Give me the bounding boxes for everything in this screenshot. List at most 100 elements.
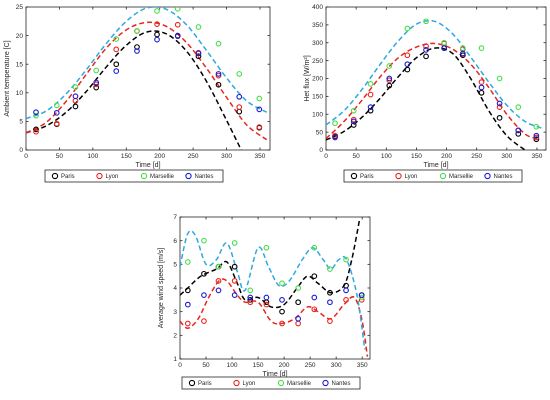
data-point-marsellie — [423, 18, 429, 25]
x-tick-label: 150 — [411, 153, 422, 160]
data-point-lyon — [231, 278, 238, 284]
y-tick-label: 5 — [173, 262, 177, 269]
data-point-marsellie — [367, 81, 374, 87]
x-tick-label: 300 — [331, 362, 342, 369]
data-point-marsellie — [154, 8, 160, 14]
data-point-paris — [201, 270, 207, 277]
data-point-lyon — [113, 46, 120, 53]
data-point-nantes — [174, 32, 181, 39]
y-tick-label: 7 — [173, 214, 177, 221]
x-axis-title: Time [d] — [135, 162, 160, 169]
data-point-nantes — [332, 134, 338, 141]
chart-panel-2: 0 50 100 150 200 250 300 350 0 50 100 150 200 250 300 3… — [304, 4, 547, 183]
data-point-marsellie — [515, 104, 522, 110]
x-tick-label: 100 — [87, 153, 98, 160]
data-point-marsellie — [72, 84, 79, 90]
data-point-paris — [215, 81, 222, 88]
data-point-nantes — [236, 93, 243, 100]
x-tick-label: 350 — [255, 153, 266, 160]
legend-label: Lyon — [106, 174, 119, 180]
y-tick-label: 6 — [173, 238, 177, 245]
data-point-marsellie — [201, 237, 207, 244]
y-tick-label: 0 — [319, 147, 323, 154]
data-point-nantes — [496, 100, 503, 107]
y-tick-label: 15 — [16, 61, 24, 68]
data-point-marsellie — [174, 7, 181, 12]
data-point-marsellie — [459, 45, 466, 51]
data-point-nantes — [295, 315, 302, 322]
data-point-marsellie — [53, 102, 60, 109]
axes-box — [179, 216, 371, 360]
data-point-marsellie — [33, 112, 39, 119]
y-tick-label: 150 — [312, 94, 323, 101]
legend-marker-lyon — [96, 172, 103, 180]
data-point-marsellie — [279, 280, 285, 287]
x-tick-label: 150 — [253, 362, 264, 369]
y-axis-title: Average wind speed [m/s] — [158, 248, 165, 328]
x-tick-label: 0 — [324, 153, 328, 160]
axes-box — [325, 6, 547, 151]
x-tick-label: 50 — [202, 362, 210, 369]
legend-label: Nantes — [195, 174, 214, 180]
data-point-paris — [496, 114, 503, 121]
data-point-nantes — [343, 287, 349, 294]
legend-frame — [181, 376, 361, 390]
data-point-nantes — [215, 287, 222, 294]
data-point-marsellie — [134, 28, 140, 34]
data-point-nantes — [279, 296, 285, 303]
axes-box — [25, 6, 271, 151]
data-point-lyon — [404, 52, 411, 59]
data-point-marsellie — [311, 244, 318, 251]
data-point-lyon — [327, 318, 333, 324]
x-tick-label: 250 — [305, 362, 316, 369]
y-tick-label: 350 — [312, 22, 323, 29]
legend-marker-nantes — [185, 172, 192, 180]
series-fit-line-marsellie — [180, 229, 366, 350]
data-point-nantes — [93, 79, 100, 86]
y-tick-label: 20 — [16, 33, 24, 40]
data-point-nantes — [113, 68, 120, 74]
legend: Paris Lyon Marsellie Nantes — [44, 169, 224, 183]
data-point-lyon — [256, 124, 263, 130]
data-point-nantes — [53, 109, 60, 116]
data-point-paris — [72, 103, 79, 110]
data-point-paris — [231, 263, 238, 270]
y-axis-title: Het flux [W/m²] — [304, 55, 311, 101]
data-point-nantes — [311, 294, 318, 301]
data-point-paris — [134, 44, 140, 50]
y-tick-label: 2 — [173, 333, 177, 340]
legend-marker-paris — [188, 379, 196, 387]
x-tick-label: 200 — [441, 153, 452, 160]
data-point-paris — [386, 82, 393, 89]
data-point-marsellie — [195, 24, 202, 30]
data-point-nantes — [195, 50, 202, 57]
data-point-paris — [515, 131, 522, 137]
legend-marker-nantes — [484, 172, 491, 180]
data-point-nantes — [184, 301, 191, 308]
legend-label: Marsellie — [449, 174, 474, 180]
data-point-paris — [478, 89, 485, 96]
data-point-marsellie — [332, 120, 338, 127]
x-tick-label: 50 — [56, 153, 64, 160]
data-point-nantes — [515, 127, 522, 134]
legend-label: Paris — [360, 174, 374, 180]
data-point-marsellie — [236, 71, 243, 77]
data-point-lyon — [332, 132, 338, 139]
data-point-paris — [459, 52, 466, 59]
data-point-paris — [236, 108, 243, 115]
data-point-nantes — [256, 106, 263, 113]
legend-label: Paris — [61, 174, 75, 180]
chart-panel-3: 0 50 100 150 200 250 300 350 1 2 3 4 5 6 7 Time [d] Aver… — [158, 214, 371, 390]
legend-label: Marsellie — [150, 174, 175, 180]
data-point-marsellie — [327, 266, 333, 272]
data-point-marsellie — [350, 107, 357, 114]
data-point-marsellie — [496, 75, 503, 82]
data-point-marsellie — [215, 40, 222, 47]
data-point-paris — [533, 136, 540, 143]
x-tick-label: 300 — [221, 153, 232, 160]
y-tick-label: 1 — [173, 356, 177, 363]
x-tick-label: 350 — [357, 362, 368, 369]
x-tick-label: 250 — [188, 153, 199, 160]
y-tick-label: 200 — [312, 76, 323, 83]
